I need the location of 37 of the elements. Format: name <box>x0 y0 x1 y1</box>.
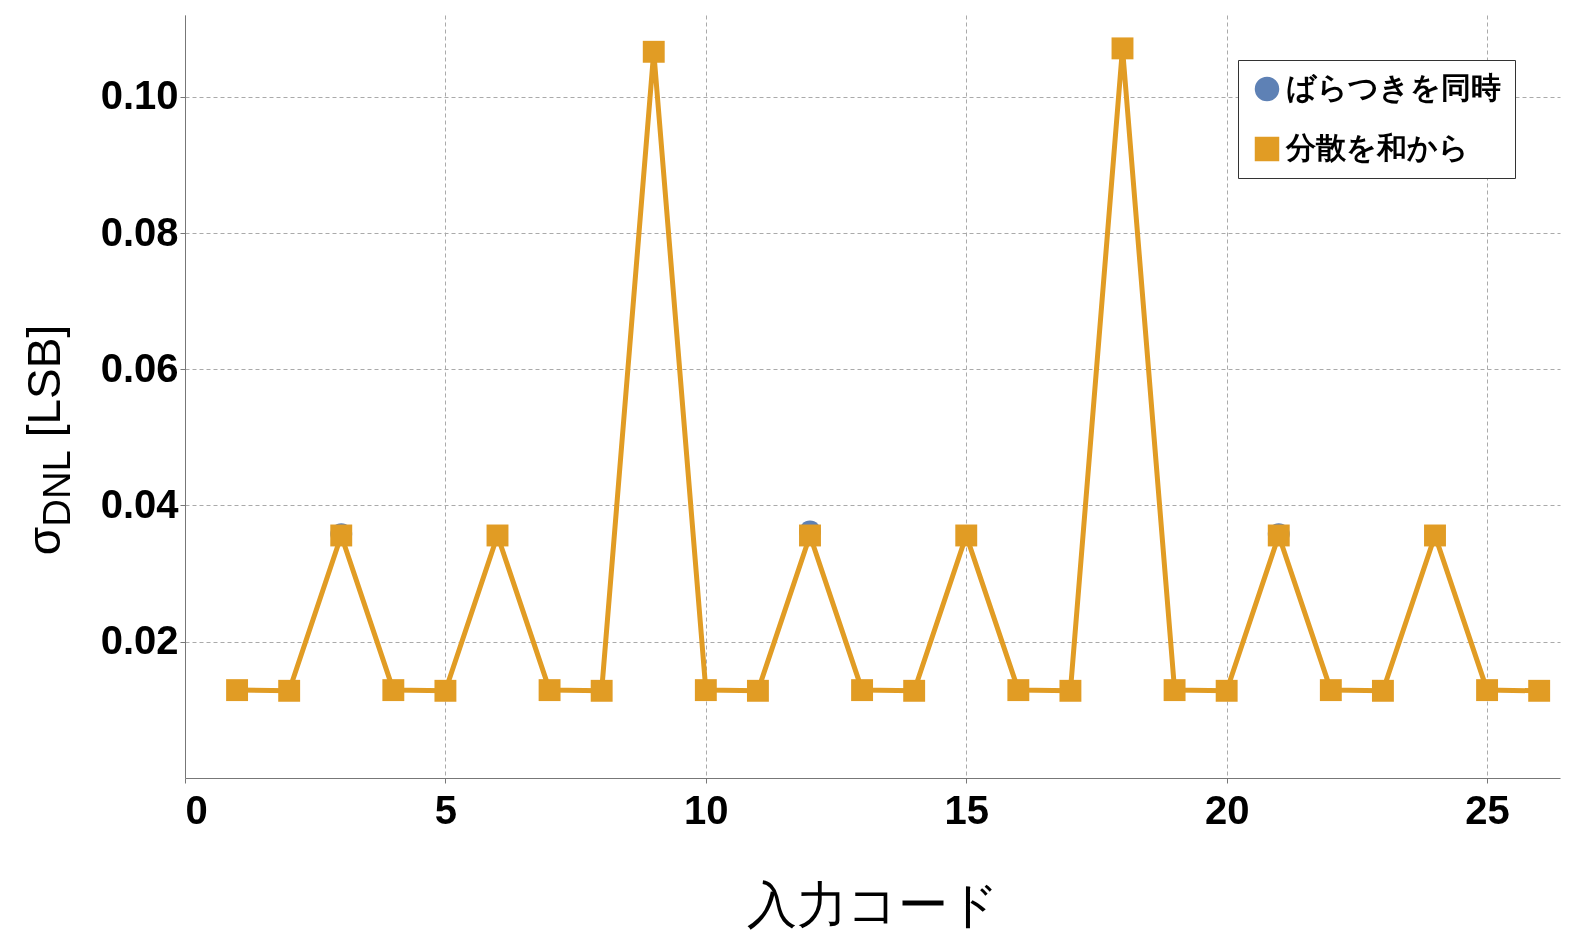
legend-label: 分散を和から <box>1285 130 1469 165</box>
point <box>486 524 509 547</box>
point <box>903 679 926 702</box>
point <box>1476 679 1499 702</box>
point <box>1371 679 1394 702</box>
point <box>538 679 561 702</box>
point <box>590 679 613 702</box>
x-tick-label: 10 <box>684 787 729 832</box>
point <box>382 679 405 702</box>
point <box>694 679 717 702</box>
point <box>1059 679 1082 702</box>
point <box>955 524 978 547</box>
point <box>1424 524 1446 547</box>
point <box>746 679 769 702</box>
point <box>226 679 249 702</box>
x-axis-title: 入力コード <box>747 875 999 934</box>
legend-label: ばらつきを同時 <box>1286 70 1501 105</box>
point <box>1007 679 1030 702</box>
point <box>851 679 874 702</box>
y-tick-label: 0.04 <box>100 482 180 526</box>
y-tick-label: 0.10 <box>100 73 179 118</box>
x-tick-label: 15 <box>944 787 989 832</box>
x-tick-label: 25 <box>1465 787 1510 832</box>
y-tick-label: 0.02 <box>100 618 179 663</box>
y-tick-label: 0.08 <box>100 209 179 254</box>
x-tick-label: 20 <box>1204 787 1250 832</box>
x-tick-label: 5 <box>434 787 458 832</box>
point <box>1319 679 1342 702</box>
point <box>278 679 301 702</box>
x-tick-label: 0 <box>185 787 208 832</box>
point <box>1163 679 1186 702</box>
point <box>642 40 665 63</box>
point <box>434 679 457 702</box>
point <box>1528 679 1551 702</box>
point <box>1215 679 1238 702</box>
y-tick-label: 0.06 <box>100 345 179 390</box>
point <box>1111 37 1134 60</box>
